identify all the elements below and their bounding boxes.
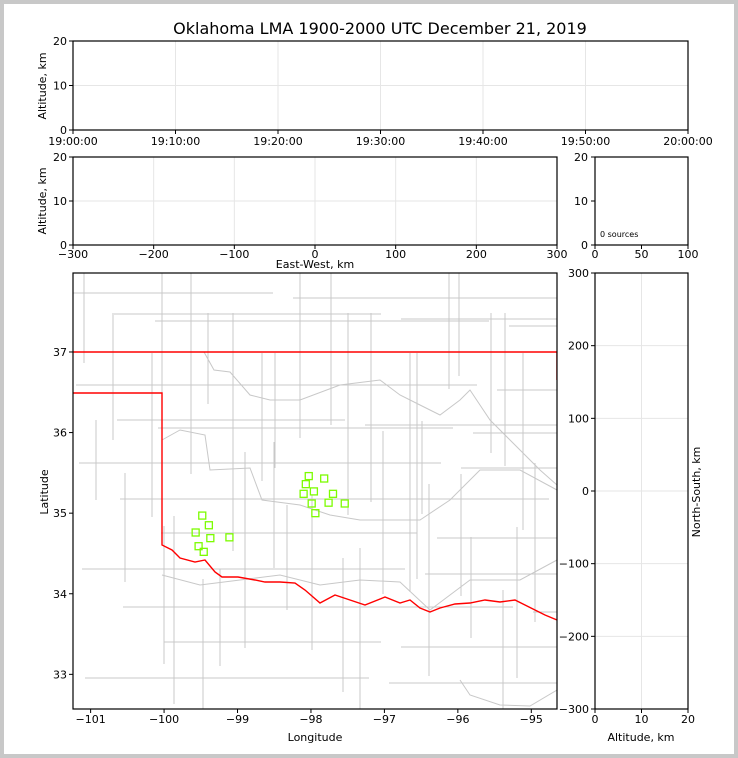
y-tick-label: 0	[60, 239, 67, 252]
ew-ylabel: Altitude, km	[36, 167, 49, 234]
x-tick-label: −100	[219, 248, 249, 261]
x-tick-label: 10	[635, 713, 649, 726]
y-tick-label: 35	[53, 507, 67, 520]
x-tick-label: −96	[446, 713, 469, 726]
y-tick-label: −300	[559, 703, 589, 716]
source-point	[299, 489, 308, 498]
y-tick-label: 300	[568, 267, 589, 280]
source-point	[320, 474, 329, 483]
x-tick-label: 100	[678, 248, 699, 261]
x-tick-label: 20:00:00	[663, 135, 712, 148]
x-tick-label: −99	[226, 713, 249, 726]
source-point	[309, 487, 319, 496]
top-ylabel: Altitude, km	[36, 52, 49, 119]
plot-frame	[72, 40, 689, 131]
ns-ylabel: North-South, km	[690, 447, 703, 538]
x-tick-label: −101	[76, 713, 106, 726]
source-point	[304, 471, 313, 481]
y-tick-label: 0	[60, 124, 67, 137]
x-tick-label: −97	[373, 713, 396, 726]
source-point	[307, 499, 316, 508]
y-tick-label: −100	[559, 558, 589, 571]
source-point	[191, 528, 200, 537]
source-point	[225, 533, 234, 542]
lma-figure: Oklahoma LMA 1900-2000 UTC December 21, …	[4, 4, 734, 754]
y-tick-label: 36	[53, 427, 67, 440]
x-tick-label: 0	[592, 248, 599, 261]
source-point	[199, 547, 208, 556]
county-line	[203, 351, 557, 486]
source-point	[194, 542, 203, 551]
x-tick-label: −95	[520, 713, 543, 726]
x-tick-label: 100	[385, 248, 406, 261]
x-tick-label: −100	[149, 713, 179, 726]
eastwest-altitude-panel: −300 −200 −100 0 100 200 300 0 10 20	[53, 151, 568, 261]
x-tick-label: 0	[312, 248, 319, 261]
x-tick-label: 19:10:00	[151, 135, 200, 148]
x-tick-label: −300	[58, 248, 88, 261]
x-tick-label: −200	[139, 248, 169, 261]
state-border	[73, 351, 557, 621]
source-point	[206, 533, 215, 543]
county-line	[161, 559, 557, 611]
y-tick-label: 20	[53, 151, 67, 164]
x-tick-label: 200	[466, 248, 487, 261]
y-tick-label: 10	[53, 195, 67, 208]
y-tick-label: 10	[574, 195, 588, 208]
source-point	[328, 489, 338, 498]
source-point	[340, 499, 349, 508]
county-line	[161, 429, 557, 521]
map-content	[73, 273, 557, 709]
x-tick-label: 50	[635, 248, 649, 261]
map-xlabel: Longitude	[288, 731, 343, 744]
y-tick-label: 100	[568, 412, 589, 425]
y-tick-label: 34	[53, 588, 67, 601]
y-tick-label: 10	[53, 80, 67, 93]
x-tick-label: 19:30:00	[356, 135, 405, 148]
source-point	[198, 511, 207, 520]
y-tick-label: 20	[53, 35, 67, 48]
x-tick-label: 0	[592, 713, 599, 726]
y-tick-label: 0	[581, 239, 588, 252]
y-tick-label: 33	[53, 668, 67, 681]
chart-title: Oklahoma LMA 1900-2000 UTC December 21, …	[173, 19, 587, 38]
x-tick-label: 19:40:00	[458, 135, 507, 148]
source-point	[204, 521, 214, 530]
x-tick-label: 300	[547, 248, 568, 261]
plan-view-panel: −101 −100 −99 −98 −97 −96 −95 33 34 35 36 37	[53, 272, 558, 726]
y-tick-label: −200	[559, 630, 589, 643]
y-tick-label: 0	[582, 485, 589, 498]
plot-frame	[72, 156, 558, 246]
plot-frame	[594, 156, 689, 246]
time-altitude-panel: 19:00:00 19:10:00 19:20:00 19:30:00 19:40:00…	[48, 35, 712, 148]
x-tick-label: −98	[299, 713, 322, 726]
ew-xlabel: East-West, km	[276, 258, 354, 271]
y-tick-label: 37	[53, 346, 67, 359]
plot-frame	[594, 272, 689, 710]
source-point	[301, 479, 310, 489]
y-tick-label: 20	[574, 151, 588, 164]
county-line	[459, 679, 557, 707]
x-tick-label: 19:20:00	[253, 135, 302, 148]
x-tick-label: 20	[681, 713, 695, 726]
ns-xlabel: Altitude, km	[607, 731, 674, 744]
altitude-northsouth-panel: 0 10 20 −300 −200 −100 0 100 200 300	[559, 267, 695, 726]
county-lines	[73, 273, 557, 709]
x-tick-label: 19:50:00	[561, 135, 610, 148]
sources-count: 0 sources	[600, 230, 638, 239]
source-point	[324, 498, 333, 507]
plot-frame	[72, 272, 558, 710]
map-ylabel: Latitude	[38, 469, 51, 515]
y-tick-label: 200	[568, 340, 589, 353]
source-point	[311, 509, 320, 518]
x-tick-label: 19:00:00	[48, 135, 97, 148]
altitude-histogram-panel: 0 50 100 0 10 20	[574, 151, 699, 261]
